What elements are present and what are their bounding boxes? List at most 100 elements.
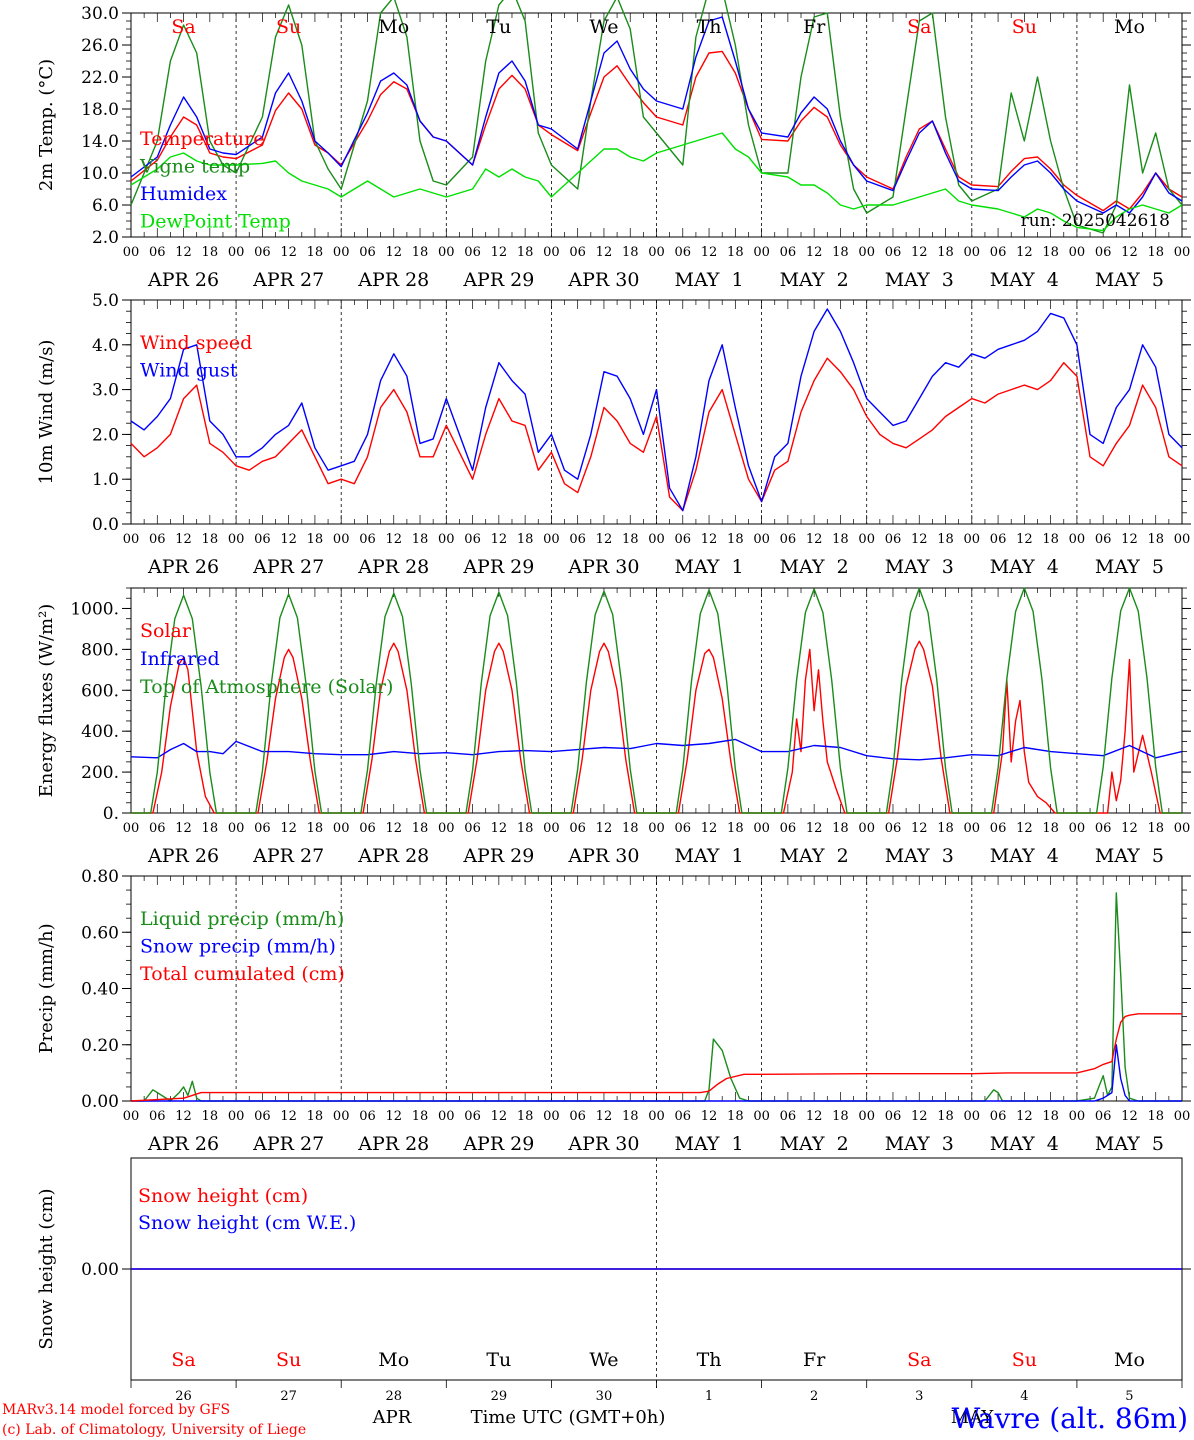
y-tick-label: 18.0 — [81, 100, 119, 120]
hour-tick-label: 00 — [1174, 1109, 1191, 1124]
legend-entry: Vigne temp — [139, 156, 250, 178]
hour-tick-label: 00 — [1069, 1109, 1086, 1124]
hour-tick-label: 06 — [149, 1109, 166, 1124]
hour-tick-label: 06 — [149, 821, 166, 836]
y-tick-label: 1.0 — [92, 470, 119, 490]
hour-tick-label: 18 — [412, 821, 429, 836]
date-label: APR 29 — [462, 1133, 534, 1155]
series-line-infrared — [130, 738, 1183, 761]
series-line-temperature — [130, 50, 1183, 212]
hour-tick-label: 00 — [964, 1109, 981, 1124]
panel-3: 00 06 12 18 APR 26 00 06 12 18 APR 27 00 06 12 18 APR … — [36, 587, 1191, 867]
date-label: MAY 4 — [990, 845, 1059, 867]
hour-tick-label: 12 — [175, 532, 192, 547]
hour-tick-label: 12 — [385, 1109, 402, 1124]
legend-entry: Temperature — [140, 128, 264, 150]
series-line-top-of-atmosphere-solar — [131, 587, 1182, 814]
y-tick-label: 400. — [81, 722, 119, 742]
hour-tick-label: 00 — [228, 1109, 245, 1124]
hour-tick-label: 00 — [123, 245, 140, 260]
hour-tick-label: 06 — [569, 821, 586, 836]
day-abbr-top: Mo — [378, 16, 409, 38]
date-label: APR 27 — [252, 269, 324, 291]
day-abbr-top: Su — [1012, 16, 1037, 38]
hour-tick-label: 06 — [990, 1109, 1007, 1124]
hour-tick-label: 06 — [254, 821, 271, 836]
day-abbr-bottom: Su — [1012, 1349, 1037, 1371]
date-label: MAY 4 — [990, 556, 1059, 578]
hour-tick-label: 12 — [1016, 245, 1033, 260]
hour-tick-label: 00 — [964, 532, 981, 547]
hour-tick-label: 06 — [885, 821, 902, 836]
date-label: APR 27 — [252, 845, 324, 867]
y-tick-label: 0.60 — [81, 923, 119, 943]
hour-tick-label: 18 — [202, 821, 219, 836]
hour-tick-label: 06 — [569, 1109, 586, 1124]
hour-tick-label: 12 — [911, 821, 928, 836]
hour-tick-label: 00 — [333, 821, 350, 836]
hour-tick-label: 18 — [412, 532, 429, 547]
hour-tick-label: 18 — [517, 245, 534, 260]
hour-tick-label: 12 — [491, 245, 508, 260]
hour-tick-label: 12 — [491, 1109, 508, 1124]
hour-tick-label: 18 — [202, 1109, 219, 1124]
hour-tick-label: 06 — [1095, 821, 1112, 836]
day-number: 29 — [491, 1389, 508, 1404]
hour-tick-label: 06 — [254, 245, 271, 260]
hour-tick-label: 00 — [753, 532, 770, 547]
hour-tick-label: 12 — [1121, 532, 1138, 547]
y-axis-title: Precip (mm/h) — [36, 923, 57, 1053]
date-label: APR 28 — [357, 556, 429, 578]
y-tick-label: 22.0 — [81, 68, 119, 88]
hour-tick-label: 12 — [806, 532, 823, 547]
hour-tick-label: 06 — [990, 821, 1007, 836]
date-label: APR 29 — [462, 269, 534, 291]
hour-tick-label: 06 — [780, 1109, 797, 1124]
hour-tick-label: 18 — [307, 1109, 324, 1124]
date-label: MAY 3 — [885, 269, 954, 291]
month-label-may: MAY — [951, 1407, 995, 1428]
date-label: APR 30 — [567, 269, 639, 291]
hour-tick-label: 12 — [701, 821, 718, 836]
hour-tick-label: 12 — [596, 532, 613, 547]
panel-4: 00 06 12 18 APR 26 00 06 12 18 APR 27 00 06 12 18 APR … — [36, 867, 1191, 1155]
series-line-total-cumulated-cm — [130, 1013, 1182, 1102]
hour-tick-label: 00 — [543, 821, 560, 836]
day-abbr-top: Tu — [486, 16, 511, 38]
hour-tick-label: 00 — [438, 245, 455, 260]
hour-tick-label: 06 — [464, 1109, 481, 1124]
day-abbr-bottom: Su — [276, 1349, 301, 1371]
y-tick-label: 0.20 — [81, 1036, 119, 1056]
hour-tick-label: 12 — [701, 1109, 718, 1124]
hour-tick-label: 06 — [885, 532, 902, 547]
hour-tick-label: 00 — [858, 532, 875, 547]
series-line-snow-precip-mm-h — [131, 1044, 1182, 1102]
y-tick-label: 0.00 — [81, 1260, 119, 1280]
hour-tick-label: 18 — [622, 532, 639, 547]
date-label: MAY 2 — [780, 845, 849, 867]
series-line-wind-speed — [130, 357, 1183, 512]
hour-tick-label: 18 — [937, 821, 954, 836]
x-axis-title: Time UTC (GMT+0h) — [471, 1407, 666, 1428]
hour-tick-label: 00 — [1069, 532, 1086, 547]
hour-tick-label: 06 — [990, 245, 1007, 260]
hour-tick-label: 12 — [1121, 245, 1138, 260]
legend-entry: DewPoint Temp — [140, 211, 291, 233]
hour-tick-label: 06 — [1095, 245, 1112, 260]
hour-tick-label: 12 — [806, 821, 823, 836]
hour-tick-label: 06 — [675, 1109, 692, 1124]
hour-tick-label: 00 — [1174, 821, 1191, 836]
y-tick-label: 800. — [81, 640, 119, 660]
y-tick-label: 6.0 — [92, 196, 119, 216]
day-number: 4 — [1020, 1389, 1028, 1404]
hour-tick-label: 12 — [385, 245, 402, 260]
credit-line-2: (c) Lab. of Climatology, University of L… — [2, 1422, 306, 1438]
hour-tick-label: 18 — [1147, 1109, 1164, 1124]
hour-tick-label: 12 — [596, 821, 613, 836]
hour-tick-label: 18 — [202, 532, 219, 547]
date-label: APR 29 — [462, 845, 534, 867]
hour-tick-label: 00 — [753, 245, 770, 260]
hour-tick-label: 12 — [1016, 821, 1033, 836]
hour-tick-label: 18 — [622, 821, 639, 836]
series-line-humidex — [130, 16, 1183, 214]
